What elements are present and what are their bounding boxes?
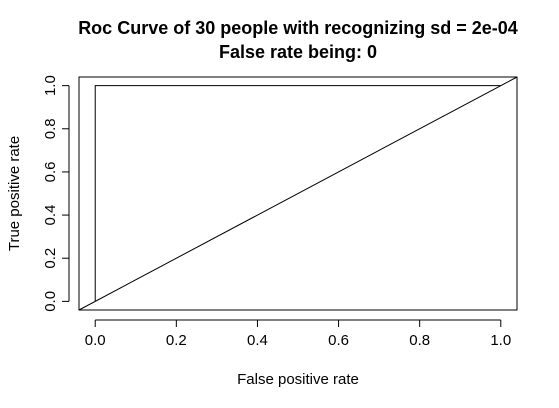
chart-title-line-1: Roc Curve of 30 people with recognizing …	[78, 18, 518, 38]
y-tick-label: 0.8	[42, 118, 59, 139]
x-tick-label: 0.8	[409, 332, 430, 349]
plot-area-frame	[78, 76, 518, 311]
y-tick-label: 1.0	[42, 75, 59, 96]
y-tick-label: 0.2	[42, 248, 59, 269]
y-tick-label: 0.6	[42, 161, 59, 182]
y-axis-title: True positive rate	[6, 136, 23, 251]
x-tick-label: 0.6	[328, 332, 349, 349]
y-tick-label: 0.0	[42, 291, 59, 312]
y-axis: 0.0 0.2 0.4 0.6 0.8 1.0	[42, 75, 70, 312]
chart-title-line-2: False rate being: 0	[219, 42, 377, 62]
x-axis-title: False positive rate	[237, 371, 359, 388]
series-layer	[78, 76, 518, 311]
y-tick-label: 0.4	[42, 205, 59, 226]
x-tick-label: 0.2	[166, 332, 187, 349]
roc-curve-line	[94, 85, 501, 302]
x-tick-label: 0.0	[85, 332, 106, 349]
x-tick-label: 1.0	[490, 332, 511, 349]
diagonal-reference-line	[78, 76, 518, 311]
x-axis: 0.0 0.2 0.4 0.6 0.8 1.0	[85, 319, 511, 349]
x-tick-label: 0.4	[247, 332, 268, 349]
